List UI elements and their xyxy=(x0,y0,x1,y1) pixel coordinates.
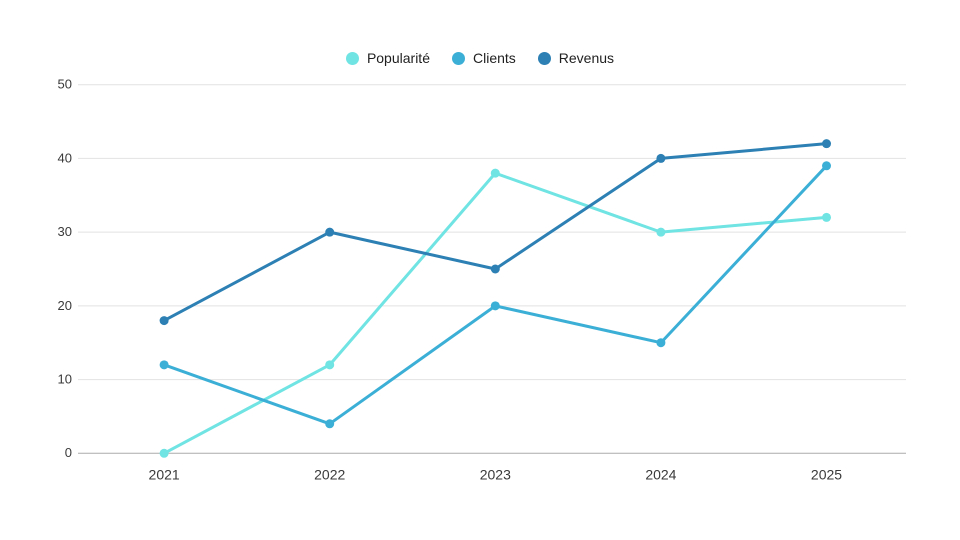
data-point-1-2021 xyxy=(159,360,169,370)
y-axis-tick-label: 50 xyxy=(58,77,72,92)
legend-swatch-popularite xyxy=(345,51,359,65)
data-point-0-2024 xyxy=(656,227,666,237)
chart-legend: Popularité Clients Revenus xyxy=(0,47,960,69)
y-axis-tick-label: 30 xyxy=(58,224,72,239)
legend-item-clients[interactable]: Clients xyxy=(451,50,516,66)
y-axis-tick-label: 10 xyxy=(58,372,72,387)
data-point-2-2022 xyxy=(325,227,335,237)
data-point-0-2022 xyxy=(325,360,335,370)
legend-swatch-revenus xyxy=(537,51,551,65)
data-point-1-2024 xyxy=(656,338,666,348)
data-point-1-2023 xyxy=(490,301,500,311)
x-axis-tick-label: 2025 xyxy=(811,467,842,483)
legend-swatch-clients xyxy=(451,51,465,65)
legend-label-clients: Clients xyxy=(472,50,516,66)
legend-item-popularite[interactable]: Popularité xyxy=(345,50,430,66)
line-series-0 xyxy=(162,171,829,455)
x-axis-tick-label: 2022 xyxy=(314,467,345,483)
x-axis-tick-label: 2023 xyxy=(480,467,511,483)
data-point-2-2024 xyxy=(656,153,666,163)
data-point-1-2022 xyxy=(325,419,335,429)
legend-label-popularite: Popularité xyxy=(366,50,430,66)
data-point-0-2025 xyxy=(822,212,832,222)
y-axis-tick-label: 0 xyxy=(65,445,72,460)
y-axis-tick-label: 20 xyxy=(58,298,72,313)
line-series-1 xyxy=(162,164,829,426)
data-point-2-2023 xyxy=(490,264,500,274)
legend-label-revenus: Revenus xyxy=(558,50,615,66)
data-point-2-2021 xyxy=(159,316,169,326)
x-axis-tick-label: 2024 xyxy=(645,467,676,483)
x-axis-tick-label: 2021 xyxy=(149,467,180,483)
y-axis-tick-label: 40 xyxy=(58,150,72,165)
data-point-2-2025 xyxy=(822,139,832,149)
data-point-0-2021 xyxy=(159,448,169,458)
data-point-0-2023 xyxy=(490,168,500,178)
legend-item-revenus[interactable]: Revenus xyxy=(537,50,615,66)
data-point-1-2025 xyxy=(822,161,832,171)
